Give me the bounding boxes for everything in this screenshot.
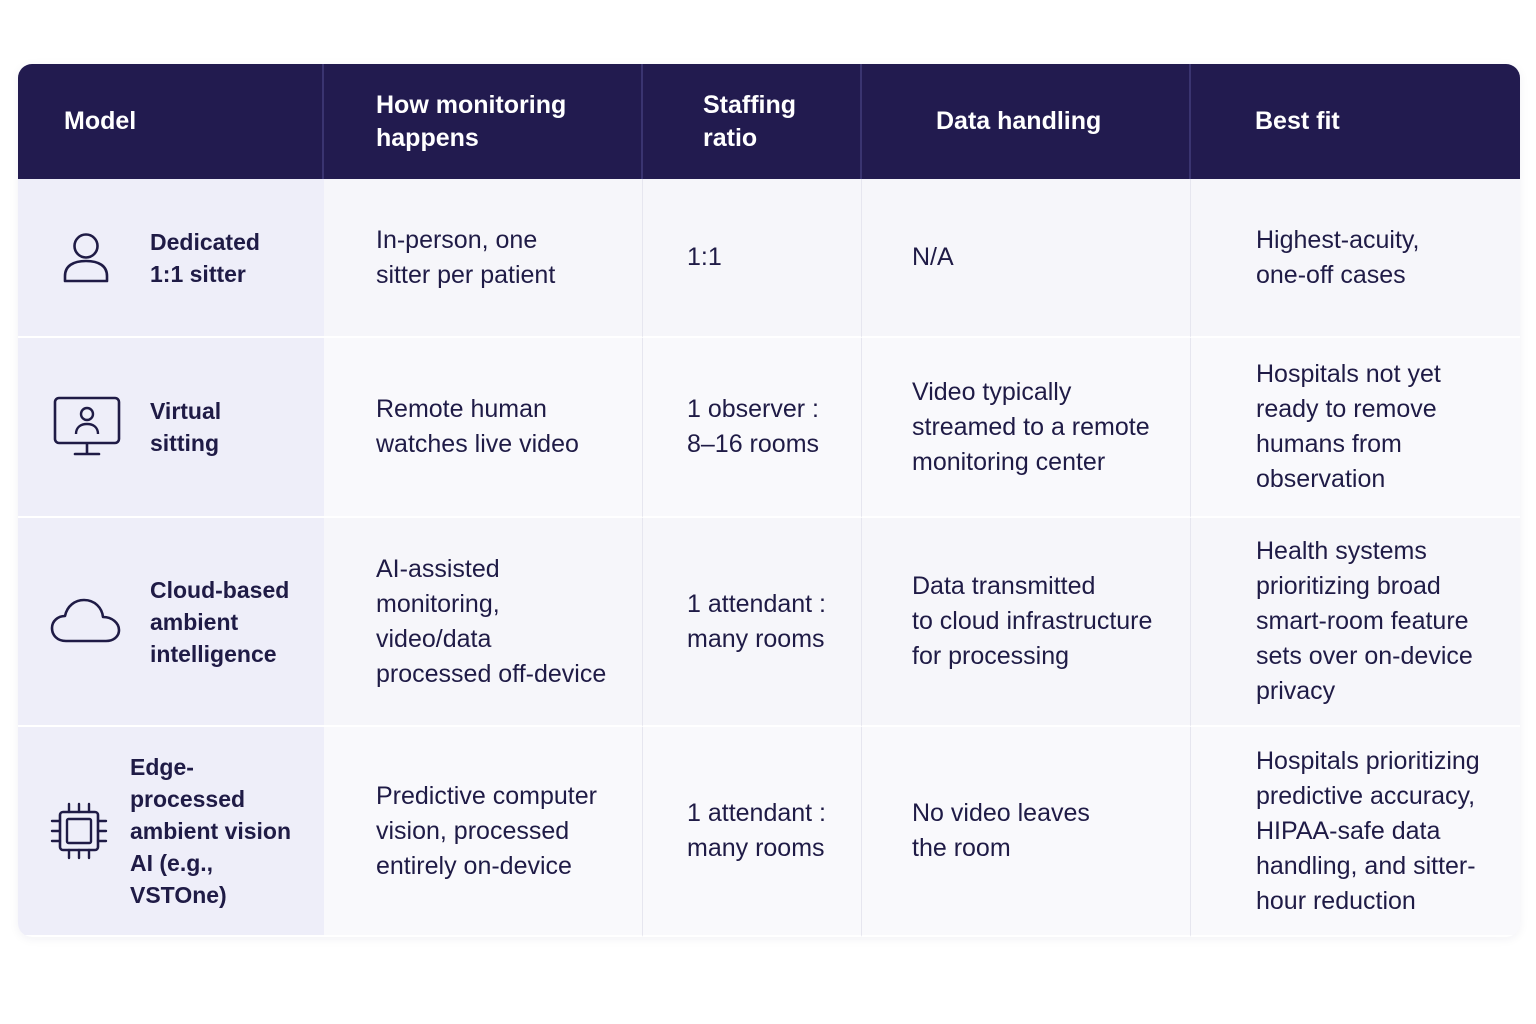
header-data: Data handling (862, 64, 1191, 179)
row-2-model-label: Virtual sitting (150, 398, 222, 456)
row-2-fit-text: Hospitals not yet ready to remove humans… (1256, 360, 1441, 493)
row-4-model: Edge-processed ambient vision AI (e.g., … (18, 727, 324, 937)
row-2-how: Remote human watches live video (324, 338, 643, 518)
header-staffing-label: Staffing ratio (703, 90, 797, 152)
row-1-how-text: In-person, one sitter per patient (376, 225, 556, 289)
person-icon (48, 226, 124, 290)
row-2-data: Video typically streamed to a remote mon… (862, 338, 1191, 518)
row-2-fit: Hospitals not yet ready to remove humans… (1191, 338, 1520, 518)
row-2-how-text: Remote human watches live video (376, 395, 579, 458)
row-3-model-label: Cloud-based ambient intelligence (150, 576, 290, 667)
row-3-data: Data transmitted to cloud infrastructure… (862, 518, 1191, 727)
row-2-model: Virtual sitting (18, 338, 324, 518)
row-3-how: AI-assisted monitoring, video/data proce… (324, 518, 643, 727)
row-2-staffing-text: 1 observer : 8–16 rooms (687, 395, 820, 458)
header-fit-label: Best fit (1255, 107, 1340, 135)
row-3-staffing-text: 1 attendant : many rooms (687, 589, 827, 653)
row-1-fit-text: Highest-acuity, one-off cases (1256, 225, 1420, 289)
row-4-data-text: No video leaves the room (912, 799, 1090, 862)
row-4-how-text: Predictive computer vision, processed en… (376, 781, 597, 880)
header-model: Model (18, 64, 324, 179)
row-3-fit: Health systems prioritizing broad smart-… (1191, 518, 1520, 727)
row-1-model-label: Dedicated 1:1 sitter (150, 228, 260, 287)
row-1-fit: Highest-acuity, one-off cases (1191, 179, 1520, 338)
row-1-data: N/A (862, 179, 1191, 338)
header-data-label: Data handling (936, 107, 1102, 135)
header-model-label: Model (64, 107, 137, 135)
row-1-staffing: 1:1 (643, 179, 862, 338)
row-1-model: Dedicated 1:1 sitter (18, 179, 324, 338)
cloud-icon (48, 594, 124, 650)
row-3-how-text: AI-assisted monitoring, video/data proce… (376, 554, 607, 688)
row-4-fit-text: Hospitals prioritizing predictive accura… (1256, 746, 1480, 915)
row-4-staffing: 1 attendant : many rooms (643, 727, 862, 937)
row-3-fit-text: Health systems prioritizing broad smart-… (1256, 537, 1473, 705)
chip-icon (48, 800, 110, 862)
row-3-staffing: 1 attendant : many rooms (643, 518, 862, 727)
row-2-staffing: 1 observer : 8–16 rooms (643, 338, 862, 518)
header-fit: Best fit (1191, 64, 1520, 179)
row-1-data-text: N/A (912, 243, 954, 271)
header-how: How monitoring happens (324, 64, 643, 179)
row-4-data: No video leaves the room (862, 727, 1191, 937)
header-staffing: Staffing ratio (643, 64, 862, 179)
monitor-person-icon (48, 392, 124, 462)
header-how-label: How monitoring happens (376, 90, 567, 152)
row-4-fit: Hospitals prioritizing predictive accura… (1191, 727, 1520, 937)
row-2-data-text: Video typically streamed to a remote mon… (912, 377, 1150, 476)
comparison-table: Model How monitoring happens Staffing ra… (18, 64, 1520, 937)
row-4-model-label: Edge-processed ambient vision AI (e.g., … (130, 754, 292, 908)
row-3-model: Cloud-based ambient intelligence (18, 518, 324, 727)
table-grid: Model How monitoring happens Staffing ra… (18, 64, 1520, 937)
row-1-how: In-person, one sitter per patient (324, 179, 643, 338)
row-4-how: Predictive computer vision, processed en… (324, 727, 643, 937)
row-4-staffing-text: 1 attendant : many rooms (687, 799, 827, 862)
row-1-staffing-text: 1:1 (687, 243, 722, 271)
row-3-data-text: Data transmitted to cloud infrastructure… (912, 572, 1153, 670)
